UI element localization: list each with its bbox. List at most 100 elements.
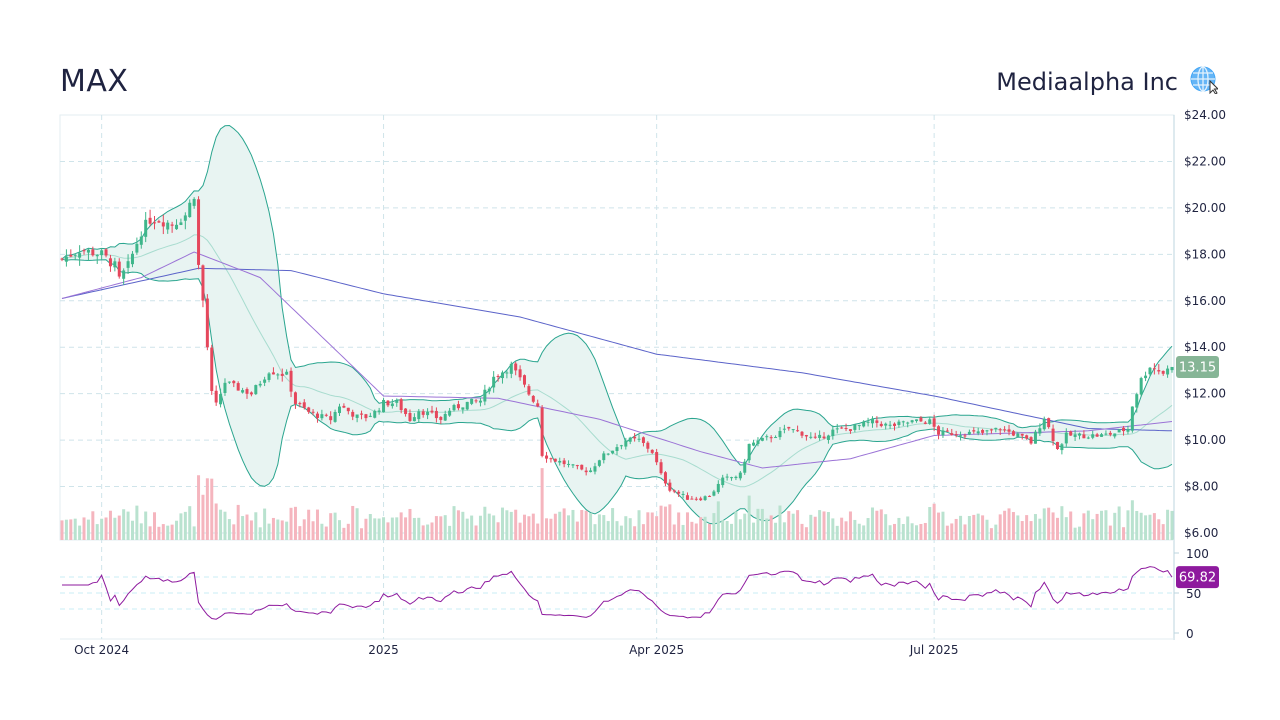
candle-body [205, 298, 209, 348]
volume-bar [434, 516, 438, 540]
volume-bar [1135, 510, 1139, 540]
volume-bar [157, 526, 161, 540]
candle-body [1069, 431, 1073, 436]
candle-body [1157, 370, 1161, 372]
volume-bar [86, 519, 90, 540]
candle-body [390, 403, 394, 407]
candle-body [386, 400, 390, 406]
volume-bar [884, 514, 888, 540]
candle-body [536, 403, 540, 407]
volume-bar [848, 511, 852, 540]
volume-bar [412, 517, 416, 540]
candle-body [60, 258, 64, 260]
volume-bar [496, 522, 500, 540]
volume-bar [505, 510, 509, 540]
volume-bar [615, 521, 619, 540]
volume-bar [492, 515, 496, 540]
candle-body [1020, 433, 1024, 436]
volume-bar [857, 523, 861, 540]
candle-body [1082, 434, 1086, 439]
globe-icon[interactable] [1190, 66, 1220, 95]
volume-bar [1161, 524, 1165, 540]
volume-bar [443, 515, 447, 540]
candle-body [104, 249, 108, 256]
volume-bar [716, 501, 720, 540]
candle-body [862, 421, 866, 427]
candle-body [1144, 375, 1148, 379]
candle-body [514, 363, 518, 371]
bollinger-middle [61, 234, 1173, 488]
candle-body [602, 453, 606, 461]
volume-bar [271, 517, 275, 540]
volume-bar [752, 522, 756, 540]
candle-body [144, 219, 148, 237]
volume-bar [1113, 512, 1117, 540]
volume-bar [641, 524, 645, 540]
volume-bar [82, 517, 86, 540]
volume-bar [668, 504, 672, 540]
volume-bar [580, 509, 584, 540]
price-tick-label: $18.00 [1184, 247, 1226, 261]
candle-body [531, 395, 535, 402]
candle-body [866, 421, 870, 423]
volume-bar [870, 507, 874, 540]
volume-bar [276, 519, 280, 540]
volume-bar [351, 505, 355, 540]
candle-body [884, 423, 888, 426]
volume-bar [915, 525, 919, 540]
candle-body [192, 198, 196, 206]
volume-bar [826, 512, 830, 540]
volume-bar [685, 512, 689, 540]
volume-bar [302, 519, 306, 540]
candle-body [584, 470, 588, 473]
volume-bar [527, 516, 531, 540]
candle-body [650, 449, 654, 453]
candle-body [703, 496, 707, 501]
candle-body [395, 400, 399, 403]
volume-bar [1011, 512, 1015, 540]
candle-body [439, 416, 443, 420]
volume-bar [1157, 519, 1161, 540]
volume-bar [69, 519, 73, 540]
bollinger-fill [62, 125, 1172, 524]
volume-bar [223, 511, 227, 540]
candle-body [456, 404, 460, 409]
volume-bar [373, 518, 377, 540]
candle-body [659, 462, 663, 474]
volume-bar [628, 518, 632, 540]
price-tick-label: $20.00 [1184, 201, 1226, 215]
time-tick-label: 2025 [368, 643, 399, 657]
candle-body [183, 215, 187, 221]
candle-body [153, 222, 156, 224]
candle-body [778, 430, 782, 438]
candle-body [1033, 431, 1037, 444]
candle-body [553, 458, 557, 462]
volume-bar [377, 518, 381, 540]
volume-bar [782, 522, 786, 540]
candle-body [945, 430, 949, 432]
candle-body [1161, 370, 1165, 374]
candle-body [1051, 428, 1055, 441]
volume-bar [818, 510, 822, 540]
volume-bar [461, 511, 465, 540]
candle-body [835, 428, 839, 430]
volume-bar [311, 521, 315, 540]
candle-body [465, 401, 469, 410]
candle-body [417, 411, 421, 420]
candle-body [351, 411, 355, 417]
candle-body [434, 410, 438, 419]
volume-bar [404, 517, 408, 540]
volume-bar [386, 522, 390, 540]
volume-bar [183, 511, 187, 540]
candle-body [967, 431, 971, 435]
candle-body [377, 410, 381, 412]
volume-bar [932, 503, 936, 540]
candle-body [981, 430, 985, 433]
candle-body [694, 498, 698, 500]
volume-bar [1104, 510, 1108, 540]
candle-body [126, 261, 130, 268]
candle-body [743, 461, 747, 473]
candle-body [655, 452, 659, 463]
candle-body [589, 470, 593, 473]
